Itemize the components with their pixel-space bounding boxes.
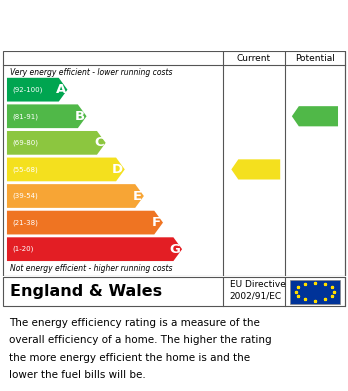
Text: D: D <box>112 163 123 176</box>
Text: 89: 89 <box>310 110 327 123</box>
Text: (69-80): (69-80) <box>12 140 38 146</box>
Text: Potential: Potential <box>295 54 335 63</box>
Text: England & Wales: England & Wales <box>10 284 163 299</box>
Text: B: B <box>75 110 85 123</box>
Text: Current: Current <box>237 54 271 63</box>
Bar <box>290 280 340 304</box>
Polygon shape <box>7 78 68 102</box>
Text: C: C <box>94 136 104 149</box>
Text: EU Directive
2002/91/EC: EU Directive 2002/91/EC <box>230 280 286 300</box>
Text: G: G <box>169 243 180 256</box>
Text: A: A <box>55 83 66 96</box>
Text: Not energy efficient - higher running costs: Not energy efficient - higher running co… <box>10 264 173 273</box>
Text: (92-100): (92-100) <box>12 86 42 93</box>
Text: (1-20): (1-20) <box>12 246 33 253</box>
Text: Very energy efficient - lower running costs: Very energy efficient - lower running co… <box>10 68 173 77</box>
Text: E: E <box>133 190 142 203</box>
Polygon shape <box>231 160 280 179</box>
Polygon shape <box>7 211 163 235</box>
Text: F: F <box>152 216 161 229</box>
Text: The energy efficiency rating is a measure of the: The energy efficiency rating is a measur… <box>9 318 260 328</box>
Text: (21-38): (21-38) <box>12 219 38 226</box>
Polygon shape <box>7 184 144 208</box>
Polygon shape <box>7 237 182 261</box>
Text: overall efficiency of a home. The higher the rating: overall efficiency of a home. The higher… <box>9 335 271 345</box>
Text: (81-91): (81-91) <box>12 113 38 120</box>
Text: the more energy efficient the home is and the: the more energy efficient the home is an… <box>9 353 250 363</box>
Text: 65: 65 <box>251 163 268 176</box>
Polygon shape <box>7 104 87 128</box>
Polygon shape <box>292 106 338 126</box>
Text: (39-54): (39-54) <box>12 193 38 199</box>
Text: Energy Efficiency Rating: Energy Efficiency Rating <box>9 19 230 34</box>
Text: lower the fuel bills will be.: lower the fuel bills will be. <box>9 370 145 380</box>
Polygon shape <box>7 131 106 155</box>
Text: (55-68): (55-68) <box>12 166 38 173</box>
Polygon shape <box>7 158 125 181</box>
